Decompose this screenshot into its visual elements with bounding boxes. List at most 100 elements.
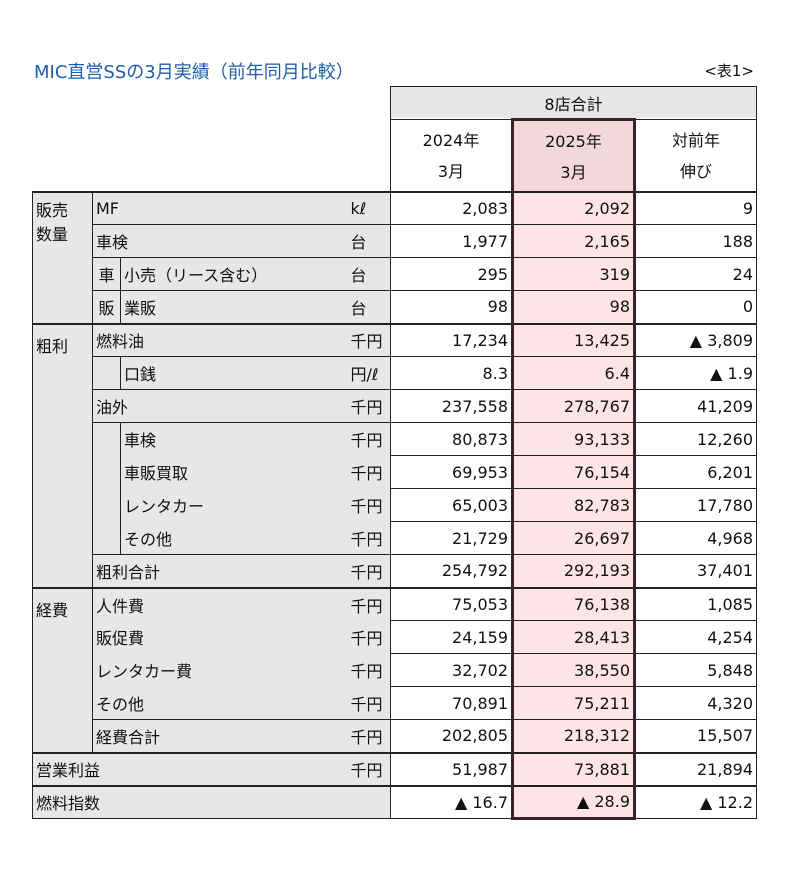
row-label: レンタカー [120,488,341,522]
cell-2025: 98 [511,290,636,324]
indent-cell [92,356,121,390]
row-label: 業販 [120,290,341,324]
row-label: 油外 [92,389,341,423]
row-label: 車検 [92,224,341,258]
cell-diff: 6,201 [634,455,757,489]
cell-2025: 218,312 [511,719,636,753]
cell-diff: 4,320 [634,686,757,720]
table-number: <表1> [704,62,754,80]
cell-diff: 15,507 [634,719,757,753]
cell-2025: 75,211 [511,686,636,720]
cell-diff: 4,254 [634,620,757,654]
row-unit: 千円 [340,586,391,621]
table-row: その他 千円 21,729 26,697 4,968 [33,521,757,555]
header-2025-month: 3月 [560,162,587,182]
report-title: MIC直営SSの3月実績（前年同月比較） [34,62,354,83]
cell-2024: 295 [390,257,513,291]
row-label: 燃料油 [92,322,341,357]
table-row: 販 業販 台 98 98 0 [33,290,757,324]
cell-2025: 76,154 [511,455,636,489]
row-label: 販促費 [92,620,341,654]
row-unit: 台 [340,290,391,324]
cell-diff: 12,260 [634,422,757,456]
table-row: 粗利 燃料油 千円 17,234 13,425 ▲ 3,809 [32,322,757,588]
cell-2025: 13,425 [511,322,636,357]
header-2024-year: 2024年 [422,131,480,151]
table-row: レンタカー費 千円 32,702 38,550 5,848 [33,653,757,687]
row-label: 小売（リース含む） [120,257,341,291]
cell-2024: 32,702 [390,653,513,687]
section-sales-qty: 販売 数量 [32,190,93,324]
row-unit: 千円 [340,521,391,555]
section-car-sales-1: 車 [92,257,121,291]
table-row: 車検 台 1,977 2,165 188 [33,224,757,258]
table-row: 車販買取 千円 69,953 76,154 6,201 [33,455,757,489]
table-row: 経費合計 千円 202,805 218,312 15,507 [33,719,757,753]
cell-2024: 80,873 [390,422,513,456]
cell-diff: 0 [634,290,757,324]
header-2025-year: 2025年 [545,131,602,151]
row-unit: 千円 [340,653,391,687]
row-label: 車販買取 [120,455,341,489]
header-blank-2 [32,119,391,192]
cell-2024: 65,003 [390,488,513,522]
cell-2025: 82,783 [511,488,636,522]
cell-diff: 21,894 [634,751,757,786]
row-unit: 千円 [340,751,391,786]
cell-2024: 17,234 [390,322,513,357]
cell-2025: 76,138 [511,586,636,621]
table-row: 口銭 円/ℓ 8.3 6.4 ▲ 1.9 [33,356,757,390]
cell-2024: 2,083 [390,190,513,225]
cell-2025: 38,550 [511,653,636,687]
section-expenses: 経費 [32,586,93,753]
cell-2024: 51,987 [390,751,513,786]
row-unit: 千円 [340,554,391,588]
cell-diff: ▲ 3,809 [634,322,757,357]
cell-2024: 24,159 [390,620,513,654]
header-diff-line2: 伸び [679,162,712,182]
row-unit: 円/ℓ [340,356,391,390]
cell-2024: 237,558 [390,389,513,423]
row-label: 車検 [120,422,341,456]
row-unit: 台 [340,224,391,258]
cell-diff: 41,209 [634,389,757,423]
row-unit: 千円 [340,686,391,720]
table-row: その他 千円 70,891 75,211 4,320 [33,686,757,720]
section-car-sales-2: 販 [92,290,121,324]
table-row: 販促費 千円 24,159 28,413 4,254 [33,620,757,654]
cell-2024: 1,977 [390,224,513,258]
cell-2024: 75,053 [390,586,513,621]
section-sales-qty-line2: 数量 [36,224,69,244]
cell-2025: 26,697 [511,521,636,555]
row-unit: 千円 [340,620,391,654]
cell-2024: ▲ 16.7 [390,784,513,819]
cell-diff: 17,780 [634,488,757,522]
row-unit: 千円 [340,455,391,489]
table-row: 車検 千円 80,873 93,133 12,260 [33,422,757,555]
header-blank [32,86,391,120]
table-row: 粗利合計 千円 254,792 292,193 37,401 [33,554,757,588]
row-label: MF [92,190,341,225]
row-unit: 千円 [340,422,391,456]
cell-diff: 37,401 [634,554,757,588]
results-table: 8店合計 2024年 3月 2025年 3月 対前年 伸び 販売 数量 MF k… [32,86,757,820]
cell-diff: ▲ 1.9 [634,356,757,390]
cell-diff: 4,968 [634,521,757,555]
cell-2025: 319 [511,257,636,291]
row-label: 営業利益 [32,751,341,786]
header-diff: 対前年 伸び [634,119,757,192]
row-label: 人件費 [92,586,341,621]
cell-diff: ▲ 12.2 [634,784,757,819]
section-sales-qty-line1: 販売 [36,200,69,220]
cell-2024: 8.3 [390,356,513,390]
cell-2024: 21,729 [390,521,513,555]
table-row: 営業利益 千円 51,987 73,881 21,894 [32,751,757,786]
row-label: その他 [120,521,341,555]
row-unit: 千円 [340,389,391,423]
cell-2025: ▲ 28.9 [511,784,636,820]
cell-2025: 2,092 [511,190,636,225]
cell-2024: 70,891 [390,686,513,720]
cell-diff: 1,085 [634,586,757,621]
cell-diff: 24 [634,257,757,291]
row-label: 経費合計 [92,719,341,753]
